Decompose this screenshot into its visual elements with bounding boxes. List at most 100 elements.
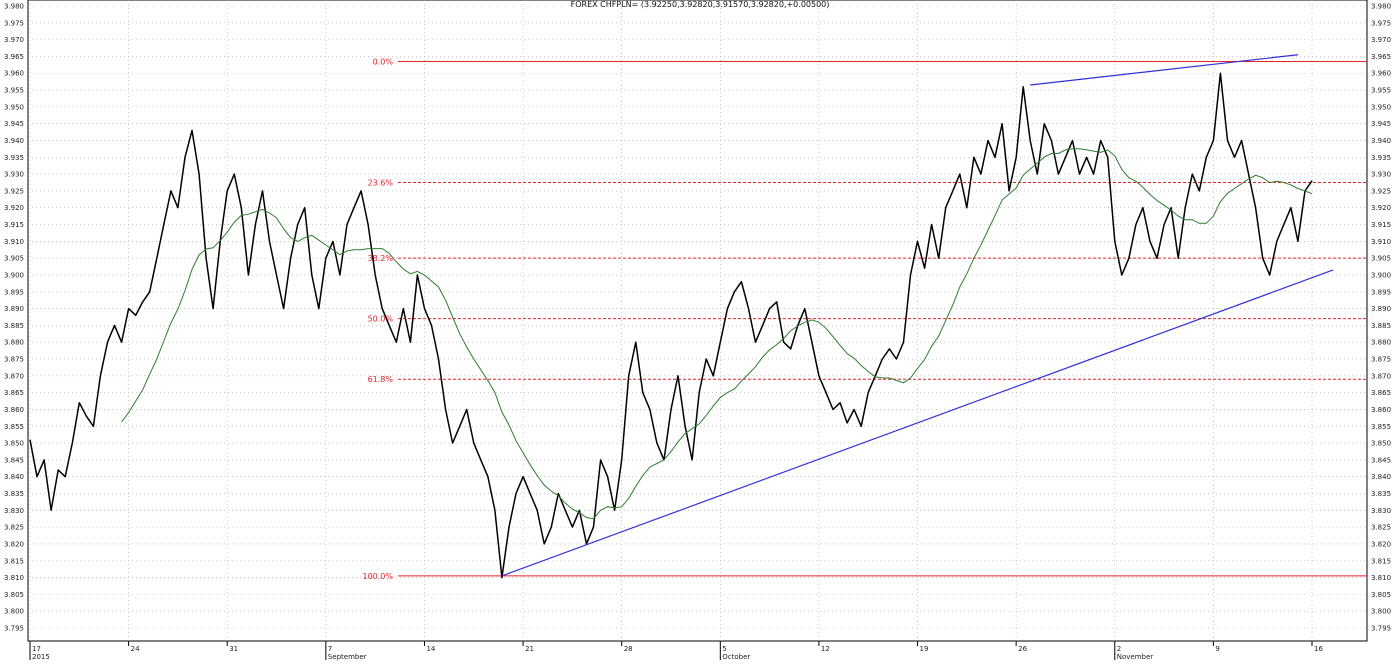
x-tick-label: 31 — [229, 645, 238, 653]
y-tick-label-right: 3.885 — [1371, 322, 1391, 330]
y-tick-label-left: 3.865 — [4, 389, 24, 397]
y-tick-label-left: 3.835 — [4, 490, 24, 498]
y-tick-label-right: 3.980 — [1371, 3, 1391, 11]
x-tick-label: 24 — [131, 645, 140, 653]
x-month-label: October — [722, 653, 750, 661]
y-tick-label-left: 3.975 — [4, 19, 24, 27]
fibonacci-level-label: 61.8% — [368, 375, 394, 384]
y-tick-label-right: 3.795 — [1371, 625, 1391, 633]
y-tick-label-right: 3.875 — [1371, 356, 1391, 364]
y-tick-label-left: 3.960 — [4, 70, 24, 78]
fibonacci-level-label: 100.0% — [362, 572, 393, 581]
x-tick-label: 16 — [1314, 645, 1323, 653]
y-tick-label-left: 3.900 — [4, 271, 24, 279]
x-tick-label: 21 — [525, 645, 534, 653]
y-tick-label-left: 3.800 — [4, 608, 24, 616]
y-tick-label-right: 3.895 — [1371, 288, 1391, 296]
x-tick-label: 5 — [722, 645, 726, 653]
y-tick-label-right: 3.975 — [1371, 19, 1391, 27]
x-tick-label: 26 — [1018, 645, 1027, 653]
y-tick-label-left: 3.980 — [4, 3, 24, 11]
y-tick-label-right: 3.955 — [1371, 87, 1391, 95]
y-tick-label-left: 3.925 — [4, 187, 24, 195]
y-tick-label-right: 3.805 — [1371, 591, 1391, 599]
y-tick-label-right: 3.940 — [1371, 137, 1391, 145]
x-tick-label: 28 — [624, 645, 633, 653]
y-tick-label-right: 3.945 — [1371, 120, 1391, 128]
y-tick-label-left: 3.825 — [4, 524, 24, 532]
y-tick-label-right: 3.925 — [1371, 187, 1391, 195]
y-tick-label-right: 3.960 — [1371, 70, 1391, 78]
y-tick-label-left: 3.965 — [4, 53, 24, 61]
y-tick-label-right: 3.825 — [1371, 524, 1391, 532]
y-tick-label-left: 3.940 — [4, 137, 24, 145]
y-tick-label-right: 3.835 — [1371, 490, 1391, 498]
y-tick-label-left: 3.905 — [4, 255, 24, 263]
x-month-label: 2015 — [32, 653, 50, 661]
y-tick-label-left: 3.920 — [4, 204, 24, 212]
y-tick-label-right: 3.850 — [1371, 440, 1391, 448]
y-tick-label-left: 3.895 — [4, 288, 24, 296]
y-tick-label-left: 3.810 — [4, 574, 24, 582]
x-tick-label: 9 — [1215, 645, 1219, 653]
y-tick-label-left: 3.955 — [4, 87, 24, 95]
y-tick-label-right: 3.970 — [1371, 36, 1391, 44]
y-tick-label-left: 3.805 — [4, 591, 24, 599]
y-tick-label-right: 3.920 — [1371, 204, 1391, 212]
x-tick-label: 2 — [1117, 645, 1121, 653]
plot-frame — [27, 0, 1368, 642]
x-tick-label: 7 — [328, 645, 332, 653]
y-tick-label-left: 3.930 — [4, 171, 24, 179]
moving-average-line — [121, 148, 1313, 520]
y-tick-label-right: 3.860 — [1371, 406, 1391, 414]
y-tick-label-right: 3.865 — [1371, 389, 1391, 397]
y-tick-label-left: 3.795 — [4, 625, 24, 633]
y-tick-label-left: 3.860 — [4, 406, 24, 414]
x-tick-label: 19 — [920, 645, 929, 653]
y-tick-label-left: 3.950 — [4, 103, 24, 111]
y-tick-label-left: 3.845 — [4, 456, 24, 464]
y-tick-label-left: 3.875 — [4, 356, 24, 364]
y-tick-label-right: 3.830 — [1371, 507, 1391, 515]
x-tick-label: 14 — [426, 645, 435, 653]
y-tick-label-right: 3.890 — [1371, 305, 1391, 313]
y-tick-label-left: 3.885 — [4, 322, 24, 330]
y-tick-label-right: 3.820 — [1371, 540, 1391, 548]
y-tick-label-right: 3.815 — [1371, 557, 1391, 565]
y-tick-label-right: 3.855 — [1371, 423, 1391, 431]
trendline — [1030, 54, 1298, 86]
y-tick-label-left: 3.850 — [4, 440, 24, 448]
y-tick-label-left: 3.830 — [4, 507, 24, 515]
y-tick-label-left: 3.880 — [4, 339, 24, 347]
y-tick-label-right: 3.880 — [1371, 339, 1391, 347]
y-tick-label-left: 3.890 — [4, 305, 24, 313]
fibonacci-level-label: 38.2% — [368, 254, 394, 263]
y-tick-label-left: 3.870 — [4, 372, 24, 380]
y-tick-label-right: 3.910 — [1371, 238, 1391, 246]
y-tick-label-right: 3.950 — [1371, 103, 1391, 111]
y-tick-label-right: 3.800 — [1371, 608, 1391, 616]
y-tick-label-right: 3.965 — [1371, 53, 1391, 61]
trendline — [501, 269, 1334, 577]
y-tick-label-left: 3.815 — [4, 557, 24, 565]
y-tick-label-left: 3.855 — [4, 423, 24, 431]
x-tick-label: 12 — [821, 645, 830, 653]
y-tick-label-left: 3.970 — [4, 36, 24, 44]
y-tick-label-right: 3.915 — [1371, 221, 1391, 229]
chart-title: FOREX CHFPLN= (3.92250,3.92820,3.91570,3… — [571, 0, 830, 9]
y-tick-label-right: 3.935 — [1371, 154, 1391, 162]
fibonacci-level-label: 50.0% — [368, 315, 394, 324]
y-tick-label-right: 3.905 — [1371, 255, 1391, 263]
y-tick-label-left: 3.910 — [4, 238, 24, 246]
x-month-label: September — [328, 653, 367, 661]
y-tick-label-right: 3.870 — [1371, 372, 1391, 380]
y-tick-label-right: 3.840 — [1371, 473, 1391, 481]
y-tick-label-right: 3.845 — [1371, 456, 1391, 464]
y-tick-label-right: 3.810 — [1371, 574, 1391, 582]
x-tick-label: 17 — [32, 645, 41, 653]
y-tick-label-right: 3.900 — [1371, 271, 1391, 279]
y-tick-label-left: 3.915 — [4, 221, 24, 229]
x-month-label: November — [1117, 653, 1154, 661]
